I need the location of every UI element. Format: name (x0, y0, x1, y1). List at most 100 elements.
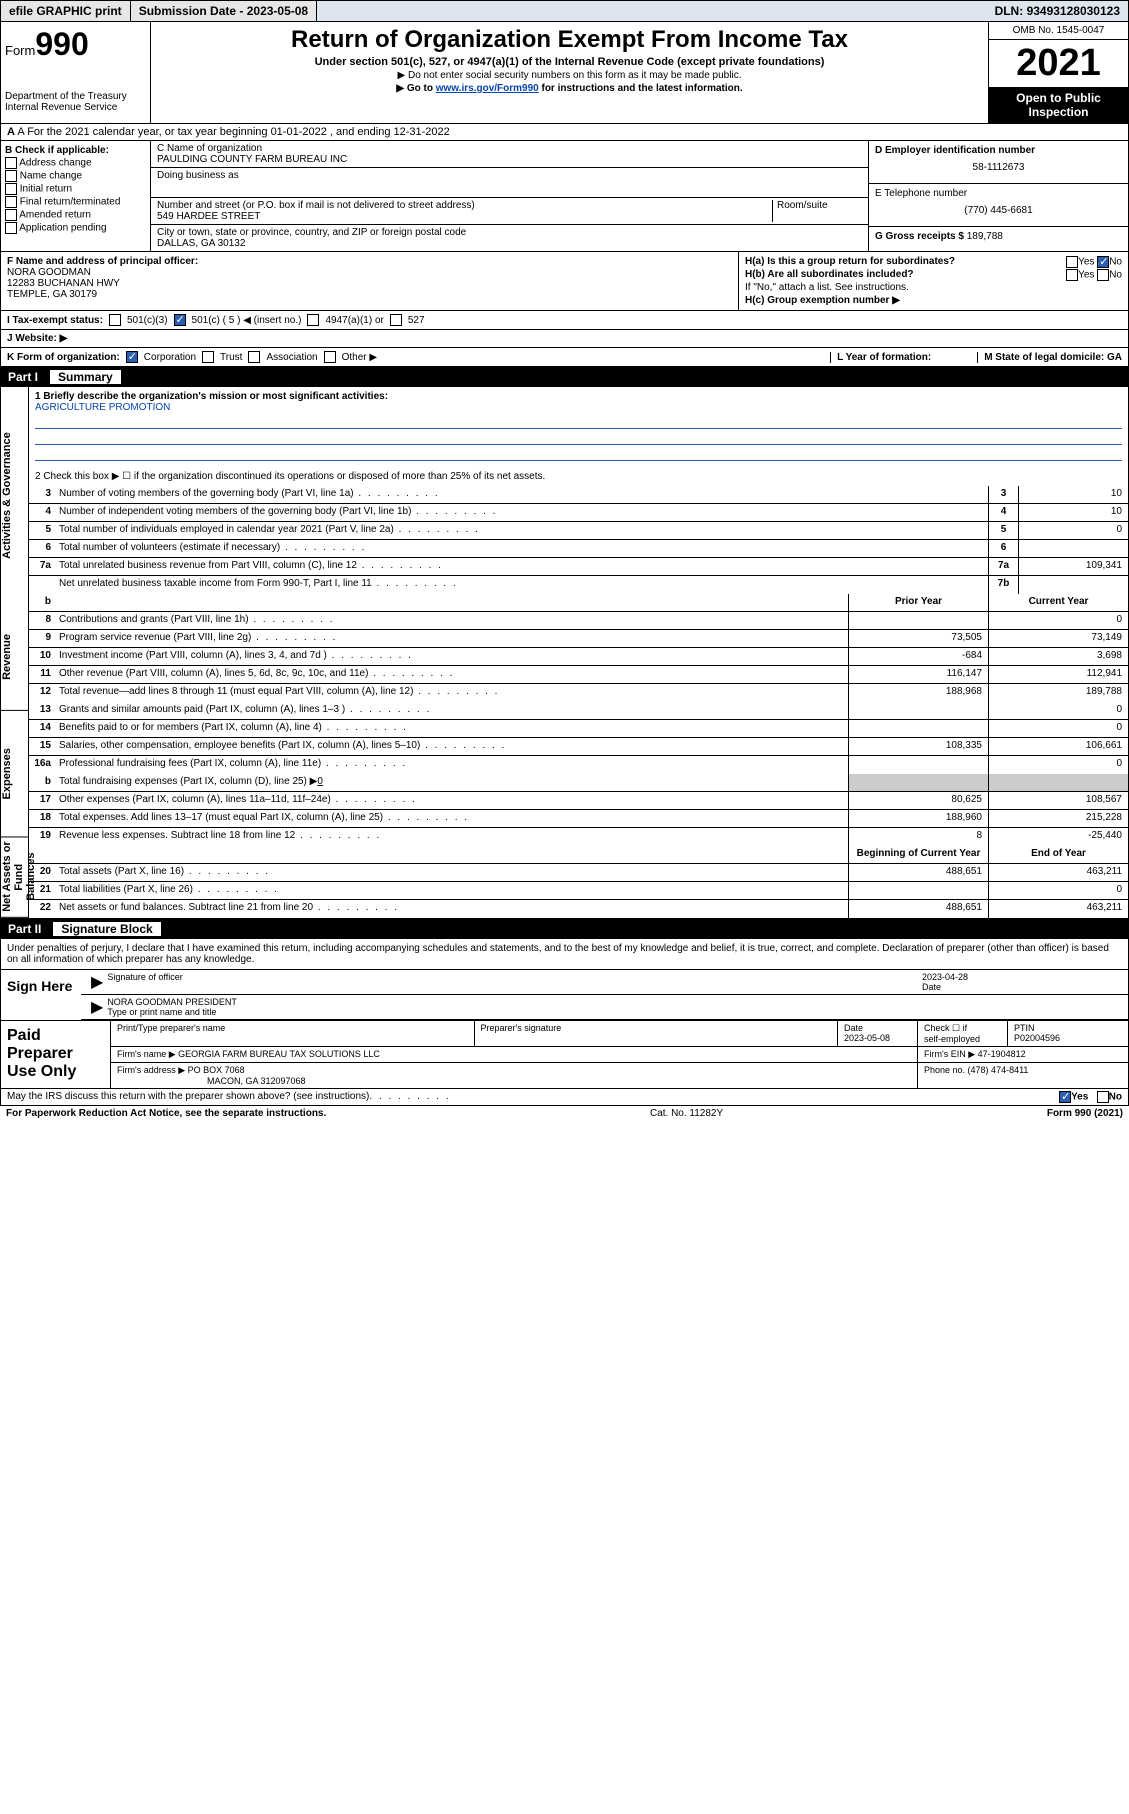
name-arrow-icon: ▶ (87, 997, 107, 1017)
dba-label: Doing business as (157, 170, 862, 181)
current-year-hdr: Current Year (988, 594, 1128, 611)
ssn-note: ▶ Do not enter social security numbers o… (159, 70, 980, 81)
hb-note: If "No," attach a list. See instructions… (745, 282, 1122, 293)
gross-receipts: G Gross receipts $ 189,788 (869, 227, 1128, 246)
officer-signature-line: Signature of officer (107, 972, 922, 992)
year-header-row: b Prior Year Current Year (29, 594, 1128, 612)
firm-phone: Phone no. (478) 474-8411 (918, 1063, 1128, 1088)
vlabel-governance: Activities & Governance (1, 387, 28, 604)
line-16b: b Total fundraising expenses (Part IX, c… (29, 774, 1128, 792)
cb-application-pending[interactable]: Application pending (5, 222, 146, 234)
cb-initial-return[interactable]: Initial return (5, 183, 146, 195)
table-row: 21Total liabilities (Part X, line 26) 0 (29, 882, 1128, 900)
table-row: 13Grants and similar amounts paid (Part … (29, 702, 1128, 720)
table-row: 11Other revenue (Part VIII, column (A), … (29, 666, 1128, 684)
officer-name: NORA GOODMAN (7, 267, 91, 278)
table-row: 19Revenue less expenses. Subtract line 1… (29, 828, 1128, 846)
balance-header-row: Beginning of Current Year End of Year (29, 846, 1128, 864)
part1-body: Activities & Governance Revenue Expenses… (0, 387, 1129, 919)
ein-label: D Employer identification number (875, 145, 1035, 156)
gov-line: 7aTotal unrelated business revenue from … (29, 558, 1128, 576)
block-fh: F Name and address of principal officer:… (0, 252, 1129, 311)
org-name: PAULDING COUNTY FARM BUREAU INC (157, 154, 862, 165)
efile-print-button[interactable]: efile GRAPHIC print (1, 1, 131, 21)
pra-notice: For Paperwork Reduction Act Notice, see … (6, 1108, 326, 1119)
part1-header: Part I Summary (0, 367, 1129, 387)
table-row: 16aProfessional fundraising fees (Part I… (29, 756, 1128, 774)
l-year-formation: L Year of formation: (830, 352, 971, 363)
self-employed-check[interactable]: Check ☐ ifself-employed (918, 1021, 1008, 1046)
row-k-form-org: K Form of organization: Corporation Trus… (0, 348, 1129, 367)
street-address: 549 HARDEE STREET (157, 211, 772, 222)
tel-value: (770) 445-6681 (875, 199, 1122, 222)
table-row: 17Other expenses (Part IX, column (A), l… (29, 792, 1128, 810)
ptin: PTINP02004596 (1008, 1021, 1128, 1046)
form-subtitle: Under section 501(c), 527, or 4947(a)(1)… (159, 56, 980, 68)
tel-label: E Telephone number (875, 188, 967, 199)
vlabel-net-assets: Net Assets or Fund Balances (1, 837, 28, 918)
preparer-date: Date2023-05-08 (838, 1021, 918, 1046)
mission-block: 1 Briefly describe the organization's mi… (29, 387, 1128, 467)
block-bcd: B Check if applicable: Address change Na… (0, 141, 1129, 252)
cb-final-return[interactable]: Final return/terminated (5, 196, 146, 208)
hb-subordinates: H(b) Are all subordinates included? Yes … (745, 269, 1122, 280)
gov-line: 5Total number of individuals employed in… (29, 522, 1128, 540)
table-row: 15Salaries, other compensation, employee… (29, 738, 1128, 756)
room-suite-label: Room/suite (772, 200, 862, 222)
line2-discontinued: 2 Check this box ▶ ☐ if the organization… (29, 467, 1128, 486)
form-ref: Form 990 (2021) (1047, 1108, 1123, 1119)
open-inspection: Open to Public Inspection (989, 87, 1128, 123)
officer-addr2: TEMPLE, GA 30179 (7, 289, 97, 300)
col-d-ein-tel: D Employer identification number 58-1112… (868, 141, 1128, 251)
beginning-year-hdr: Beginning of Current Year (848, 846, 988, 863)
name-title-label: Type or print name and title (107, 1007, 216, 1017)
form-header: Form990 Department of the Treasury Inter… (0, 22, 1129, 124)
gov-line: 6Total number of volunteers (estimate if… (29, 540, 1128, 558)
sign-here-label: Sign Here (1, 970, 81, 1020)
table-row: 12Total revenue—add lines 8 through 11 (… (29, 684, 1128, 702)
table-row: 20Total assets (Part X, line 16) 488,651… (29, 864, 1128, 882)
table-row: 10Investment income (Part VIII, column (… (29, 648, 1128, 666)
officer-name-title: NORA GOODMAN PRESIDENT (107, 997, 237, 1007)
irs-link[interactable]: www.irs.gov/Form990 (436, 83, 539, 94)
perjury-declaration: Under penalties of perjury, I declare th… (1, 939, 1128, 969)
addr-label: Number and street (or P.O. box if mail i… (157, 200, 772, 211)
city-label: City or town, state or province, country… (157, 227, 862, 238)
hc-group-exemption: H(c) Group exemption number ▶ (745, 295, 1122, 306)
cat-number: Cat. No. 11282Y (650, 1108, 723, 1119)
row-a-tax-year: A A For the 2021 calendar year, or tax y… (0, 124, 1129, 141)
vertical-sidebar: Activities & Governance Revenue Expenses… (1, 387, 29, 918)
goto-note: ▶ Go to www.irs.gov/Form990 for instruct… (159, 83, 980, 94)
cb-address-change[interactable]: Address change (5, 157, 146, 169)
gov-line: Net unrelated business taxable income fr… (29, 576, 1128, 594)
end-year-hdr: End of Year (988, 846, 1128, 863)
preparer-sig-hdr: Preparer's signature (475, 1021, 839, 1046)
firm-name: Firm's name ▶ GEORGIA FARM BUREAU TAX SO… (111, 1047, 918, 1062)
cb-name-change[interactable]: Name change (5, 170, 146, 182)
col-c-org-info: C Name of organization PAULDING COUNTY F… (151, 141, 868, 251)
cb-amended-return[interactable]: Amended return (5, 209, 146, 221)
row-j-website: J Website: ▶ (0, 330, 1129, 348)
table-row: 8Contributions and grants (Part VIII, li… (29, 612, 1128, 630)
part2-header: Part II Signature Block (0, 919, 1129, 939)
preparer-name-hdr: Print/Type preparer's name (111, 1021, 475, 1046)
dln: DLN: 93493128030123 (987, 1, 1128, 21)
prior-year-hdr: Prior Year (848, 594, 988, 611)
form-number: Form990 (5, 26, 146, 63)
efile-topbar: efile GRAPHIC print Submission Date - 20… (0, 0, 1129, 22)
omb-number: OMB No. 1545-0047 (989, 22, 1128, 40)
submission-date: Submission Date - 2023-05-08 (131, 1, 317, 21)
mission-text: AGRICULTURE PROMOTION (35, 402, 170, 413)
paid-preparer-label: Paid Preparer Use Only (1, 1021, 111, 1088)
signature-block: Under penalties of perjury, I declare th… (0, 939, 1129, 1021)
footer-row: For Paperwork Reduction Act Notice, see … (0, 1106, 1129, 1121)
vlabel-expenses: Expenses (1, 711, 28, 837)
city-state-zip: DALLAS, GA 30132 (157, 238, 862, 249)
vlabel-revenue: Revenue (1, 604, 28, 711)
officer-label: F Name and address of principal officer: (7, 256, 198, 267)
dept-treasury: Department of the Treasury Internal Reve… (5, 91, 146, 113)
m-domicile: M State of legal domicile: GA (977, 352, 1122, 363)
sig-date-label: 2023-04-28Date (922, 972, 1122, 992)
firm-ein: Firm's EIN ▶ 47-1904812 (918, 1047, 1128, 1062)
col-b-checkboxes: B Check if applicable: Address change Na… (1, 141, 151, 251)
